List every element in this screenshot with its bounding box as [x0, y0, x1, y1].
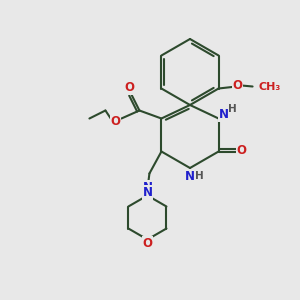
Text: N: N	[142, 186, 152, 199]
Text: O: O	[110, 115, 120, 128]
Text: N: N	[185, 169, 195, 182]
Text: O: O	[124, 81, 134, 94]
Text: N: N	[142, 181, 152, 194]
Text: O: O	[142, 237, 152, 250]
Text: H: H	[195, 171, 203, 181]
Text: H: H	[228, 103, 237, 113]
Text: O: O	[232, 79, 243, 92]
Text: O: O	[237, 144, 247, 157]
Text: CH₃: CH₃	[259, 82, 281, 92]
Text: N: N	[219, 108, 229, 121]
